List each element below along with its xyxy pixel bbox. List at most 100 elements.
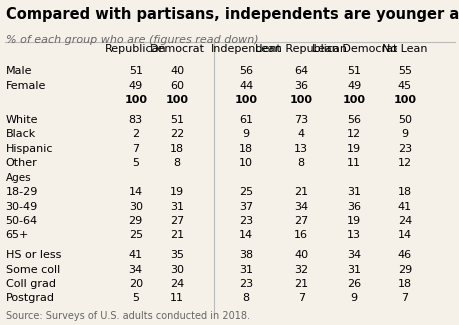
Text: 34: 34 [347, 250, 360, 260]
Text: 8: 8 [242, 293, 249, 303]
Text: Postgrad: Postgrad [6, 293, 55, 303]
Text: 50: 50 [397, 115, 411, 125]
Text: HS or less: HS or less [6, 250, 61, 260]
Text: Male: Male [6, 66, 32, 76]
Text: 13: 13 [294, 144, 308, 154]
Text: 100: 100 [289, 95, 312, 105]
Text: 25: 25 [129, 230, 142, 240]
Text: 34: 34 [129, 265, 142, 275]
Text: 30-49: 30-49 [6, 202, 38, 212]
Text: 32: 32 [294, 265, 308, 275]
Text: 7: 7 [132, 144, 139, 154]
Text: 31: 31 [239, 265, 252, 275]
Text: 2: 2 [132, 129, 139, 139]
Text: 34: 34 [294, 202, 308, 212]
Text: 12: 12 [347, 129, 360, 139]
Text: 27: 27 [294, 216, 308, 226]
Text: 5: 5 [132, 293, 139, 303]
Text: 25: 25 [239, 187, 252, 197]
Text: 40: 40 [170, 66, 184, 76]
Text: 64: 64 [294, 66, 308, 76]
Text: 18-29: 18-29 [6, 187, 38, 197]
Text: Black: Black [6, 129, 36, 139]
Text: 100: 100 [124, 95, 147, 105]
Text: 22: 22 [170, 129, 184, 139]
Text: 23: 23 [239, 216, 252, 226]
Text: 18: 18 [397, 279, 411, 289]
Text: Compared with partisans, independents are younger and more likely to be men: Compared with partisans, independents ar… [6, 7, 459, 22]
Text: Lean Republican: Lean Republican [255, 44, 347, 54]
Text: 9: 9 [242, 129, 249, 139]
Text: 41: 41 [397, 202, 411, 212]
Text: Female: Female [6, 81, 46, 91]
Text: 46: 46 [397, 250, 411, 260]
Text: 18: 18 [170, 144, 184, 154]
Text: 5: 5 [132, 158, 139, 168]
Text: 26: 26 [347, 279, 360, 289]
Text: 23: 23 [397, 144, 411, 154]
Text: 18: 18 [397, 187, 411, 197]
Text: 60: 60 [170, 81, 184, 91]
Text: 9: 9 [400, 129, 408, 139]
Text: 24: 24 [397, 216, 411, 226]
Text: 100: 100 [392, 95, 415, 105]
Text: 4: 4 [297, 129, 304, 139]
Text: 30: 30 [129, 202, 142, 212]
Text: 23: 23 [239, 279, 252, 289]
Text: 73: 73 [294, 115, 308, 125]
Text: 19: 19 [347, 216, 360, 226]
Text: Other: Other [6, 158, 37, 168]
Text: Coll grad: Coll grad [6, 279, 56, 289]
Text: 18: 18 [239, 144, 252, 154]
Text: 9: 9 [350, 293, 357, 303]
Text: 8: 8 [173, 158, 180, 168]
Text: Democrat: Democrat [149, 44, 204, 54]
Text: 29: 29 [129, 216, 142, 226]
Text: % of each group who are (figures read down): % of each group who are (figures read do… [6, 35, 257, 45]
Text: 41: 41 [129, 250, 142, 260]
Text: 65+: 65+ [6, 230, 29, 240]
Text: 12: 12 [397, 158, 411, 168]
Text: 8: 8 [297, 158, 304, 168]
Text: 16: 16 [294, 230, 308, 240]
Text: 51: 51 [170, 115, 184, 125]
Text: 49: 49 [129, 81, 142, 91]
Text: 14: 14 [129, 187, 142, 197]
Text: 31: 31 [347, 187, 360, 197]
Text: 21: 21 [170, 230, 184, 240]
Text: 83: 83 [129, 115, 142, 125]
Text: 13: 13 [347, 230, 360, 240]
Text: 7: 7 [400, 293, 408, 303]
Text: 31: 31 [170, 202, 184, 212]
Text: 56: 56 [347, 115, 360, 125]
Text: 11: 11 [347, 158, 360, 168]
Text: 61: 61 [239, 115, 252, 125]
Text: 38: 38 [239, 250, 252, 260]
Text: 10: 10 [239, 158, 252, 168]
Text: 27: 27 [170, 216, 184, 226]
Text: 45: 45 [397, 81, 411, 91]
Text: 36: 36 [294, 81, 308, 91]
Text: 100: 100 [342, 95, 365, 105]
Text: 40: 40 [294, 250, 308, 260]
Text: 55: 55 [397, 66, 411, 76]
Text: 51: 51 [129, 66, 142, 76]
Text: Republican: Republican [105, 44, 166, 54]
Text: 11: 11 [170, 293, 184, 303]
Text: 51: 51 [347, 66, 360, 76]
Text: 20: 20 [129, 279, 142, 289]
Text: 36: 36 [347, 202, 360, 212]
Text: 30: 30 [170, 265, 184, 275]
Text: 21: 21 [294, 187, 308, 197]
Text: 7: 7 [297, 293, 304, 303]
Text: White: White [6, 115, 38, 125]
Text: 19: 19 [170, 187, 184, 197]
Text: Ages: Ages [6, 173, 31, 183]
Text: 21: 21 [294, 279, 308, 289]
Text: 14: 14 [397, 230, 411, 240]
Text: No Lean: No Lean [381, 44, 426, 54]
Text: 37: 37 [239, 202, 252, 212]
Text: 56: 56 [239, 66, 252, 76]
Text: 29: 29 [397, 265, 411, 275]
Text: 100: 100 [234, 95, 257, 105]
